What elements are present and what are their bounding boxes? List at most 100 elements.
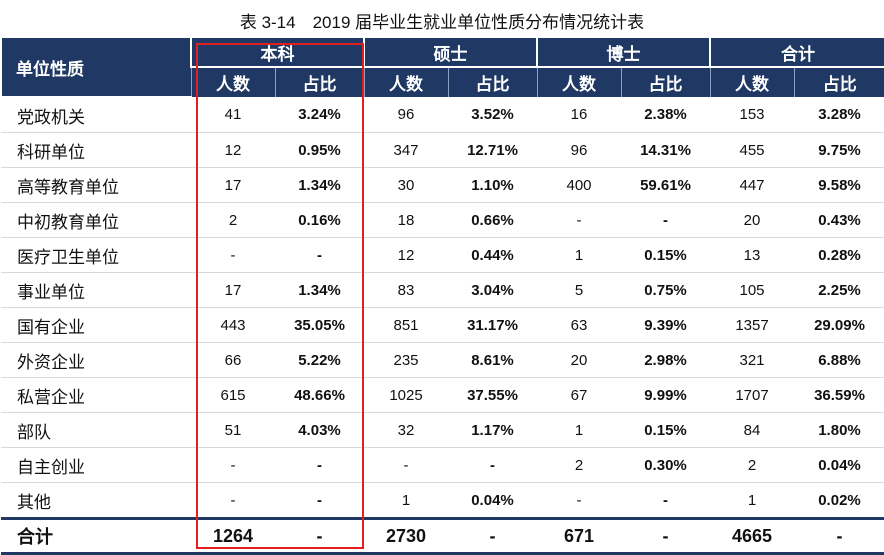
cell: 0.15% — [621, 412, 710, 448]
cell: 615 — [191, 377, 275, 413]
cell: 0.04% — [448, 482, 537, 519]
cell: 0.95% — [275, 132, 364, 168]
cell: 12 — [191, 132, 275, 168]
cell: 30 — [364, 167, 448, 203]
cell: 3.24% — [275, 97, 364, 133]
cell: 2 — [191, 202, 275, 238]
cell: 235 — [364, 342, 448, 378]
row-label: 外资企业 — [1, 342, 191, 378]
sub-header: 人数 — [190, 67, 275, 97]
cell: 4665 — [710, 517, 794, 555]
cell: 1357 — [710, 307, 794, 343]
cell: 400 — [537, 167, 621, 203]
cell: 6.88% — [794, 342, 884, 378]
cell: 48.66% — [275, 377, 364, 413]
cell: - — [191, 237, 275, 273]
cell: 2 — [537, 447, 621, 483]
cell: 0.66% — [448, 202, 537, 238]
cell: 84 — [710, 412, 794, 448]
table: 单位性质 本科 硕士 博士 合计 人数 占比 人数 占比 人数 占比 人数 占比 党政机关 41 3.24… — [0, 38, 884, 555]
sub-header: 人数 — [536, 67, 621, 97]
cell: 63 — [537, 307, 621, 343]
row-label: 党政机关 — [1, 97, 191, 133]
cell: 455 — [710, 132, 794, 168]
sub-header: 占比 — [793, 67, 884, 97]
cell: 16 — [537, 97, 621, 133]
cell: 36.59% — [794, 377, 884, 413]
cell: - — [275, 447, 364, 483]
cell: 2.25% — [794, 272, 884, 308]
cell: 66 — [191, 342, 275, 378]
cell: - — [275, 237, 364, 273]
cell: 321 — [710, 342, 794, 378]
cell: 67 — [537, 377, 621, 413]
cell: 5 — [537, 272, 621, 308]
cell: 96 — [364, 97, 448, 133]
cell: 31.17% — [448, 307, 537, 343]
cell: 9.58% — [794, 167, 884, 203]
cell: - — [191, 447, 275, 483]
cell: - — [191, 482, 275, 519]
table-row: 国有企业 443 35.05% 851 31.17% 63 9.39% 1357 29.09% — [1, 307, 884, 343]
cell: 1.80% — [794, 412, 884, 448]
cell: - — [448, 517, 537, 555]
cell: - — [364, 447, 448, 483]
row-label: 其他 — [1, 482, 191, 519]
cell: - — [448, 447, 537, 483]
table-title: 表 3-14 2019 届毕业生就业单位性质分布情况统计表 — [239, 13, 645, 32]
group-header: 博士 — [536, 38, 710, 68]
cell: 8.61% — [448, 342, 537, 378]
cell: 1707 — [710, 377, 794, 413]
cell: 1 — [537, 237, 621, 273]
cell: 1.10% — [448, 167, 537, 203]
cell: 32 — [364, 412, 448, 448]
cell: 2.38% — [621, 97, 710, 133]
cell: 0.16% — [275, 202, 364, 238]
cell: 4.03% — [275, 412, 364, 448]
table-row: 高等教育单位 17 1.34% 30 1.10% 400 59.61% 447 9.58% — [1, 167, 884, 203]
cell: 1.34% — [275, 272, 364, 308]
cell: - — [537, 482, 621, 519]
row-label: 医疗卫生单位 — [1, 237, 191, 273]
cell: 41 — [191, 97, 275, 133]
cell: 443 — [191, 307, 275, 343]
cell: 17 — [191, 272, 275, 308]
row-label: 自主创业 — [1, 447, 191, 483]
sub-header: 人数 — [363, 67, 448, 97]
table-row: 部队 51 4.03% 32 1.17% 1 0.15% 84 1.80% — [1, 412, 884, 448]
table-row: 自主创业 - - - -2 0.30% 2 0.04% — [1, 447, 884, 483]
cell: - — [794, 517, 884, 555]
row-label: 部队 — [1, 412, 191, 448]
cell: 20 — [537, 342, 621, 378]
cell: 0.30% — [621, 447, 710, 483]
cell: 14.31% — [621, 132, 710, 168]
highlight-box — [196, 43, 364, 549]
cell: 9.39% — [621, 307, 710, 343]
cell: 851 — [364, 307, 448, 343]
cell: 2730 — [364, 517, 448, 555]
cell: 0.02% — [794, 482, 884, 519]
row-label: 国有企业 — [1, 307, 191, 343]
cell: 12 — [364, 237, 448, 273]
table-row: 合计 1264-2730-671-4665- — [1, 517, 884, 555]
cell: 96 — [537, 132, 621, 168]
table-row: 科研单位 12 0.95% 347 12.71% 96 14.31% 455 9.75% — [1, 132, 884, 168]
table-row: 党政机关 41 3.24% 96 3.52% 16 2.38% 153 3.28% — [1, 97, 884, 133]
table-row: 其他 - -1 0.04% - -1 0.02% — [1, 482, 884, 519]
cell: 35.05% — [275, 307, 364, 343]
row-label: 事业单位 — [1, 272, 191, 308]
row-label: 私营企业 — [1, 377, 191, 413]
cell: - — [621, 482, 710, 519]
cell: 0.15% — [621, 237, 710, 273]
cell: 1 — [537, 412, 621, 448]
cell: 671 — [537, 517, 621, 555]
sub-header: 占比 — [620, 67, 710, 97]
cell: 0.43% — [794, 202, 884, 238]
sub-header: 占比 — [274, 67, 364, 97]
cell: 447 — [710, 167, 794, 203]
cell: 3.04% — [448, 272, 537, 308]
cell: 17 — [191, 167, 275, 203]
cell: 20 — [710, 202, 794, 238]
table-row: 医疗卫生单位 - -12 0.44% 1 0.15% 13 0.28% — [1, 237, 884, 273]
